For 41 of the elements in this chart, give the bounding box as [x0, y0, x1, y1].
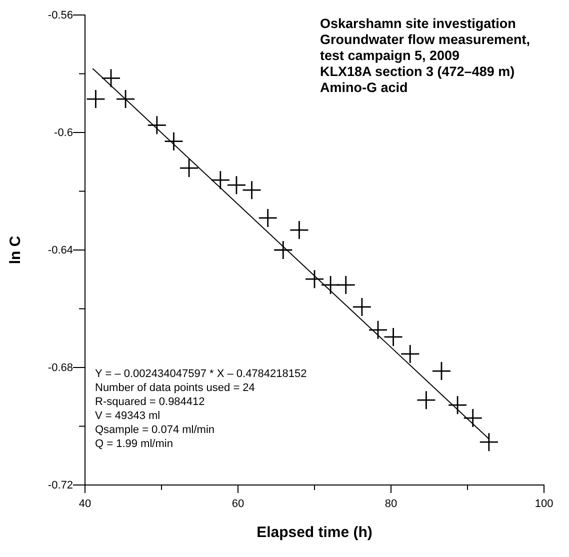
point	[463, 408, 483, 428]
y-tick-label: -0.56	[48, 10, 73, 22]
point	[116, 89, 136, 109]
point	[384, 327, 403, 347]
x-tick-label: 100	[534, 498, 554, 510]
point	[416, 390, 436, 410]
point	[400, 344, 420, 364]
annotation: Qsample = 0.074 ml/min	[95, 424, 215, 436]
y-tick-label: -0.72	[48, 480, 73, 492]
point	[101, 68, 121, 88]
point	[352, 297, 372, 317]
point	[273, 240, 293, 260]
annotation: Q = 1.99 ml/min	[95, 438, 173, 450]
point	[290, 220, 309, 240]
point	[432, 361, 452, 381]
annotation: Number of data points used = 24	[95, 382, 255, 394]
y-tick-label: -0.6	[54, 127, 73, 140]
y-tick-label: -0.64	[48, 244, 73, 257]
point	[210, 170, 230, 190]
point	[86, 89, 106, 109]
annotation: V = 49343 ml	[95, 410, 160, 422]
point	[164, 132, 184, 152]
point	[448, 395, 468, 415]
x-axis-title: Elapsed time (h)	[256, 524, 372, 541]
point	[258, 208, 278, 228]
annotation: R-squared = 0.984412	[95, 396, 205, 408]
y-axis-title: ln C	[7, 236, 24, 264]
annotation: Y = – 0.002434047597 * X – 0.4784218152	[95, 368, 307, 380]
x-tick-label: 40	[78, 498, 92, 510]
point	[479, 432, 499, 452]
point	[179, 158, 199, 178]
point	[368, 320, 388, 340]
y-tick-label: -0.68	[48, 362, 73, 374]
text: Oskarshamn site investigation Groundwater flow measurement, test campaign 5, 2009 KLX18A section 3 (472–489 m) Amino-G acid	[320, 16, 530, 95]
point	[242, 180, 262, 200]
point	[304, 269, 324, 289]
point	[336, 275, 356, 295]
x-tick-label: 80	[384, 498, 398, 510]
point	[226, 175, 246, 195]
point	[147, 115, 167, 135]
x-tick-label: 60	[232, 498, 244, 510]
